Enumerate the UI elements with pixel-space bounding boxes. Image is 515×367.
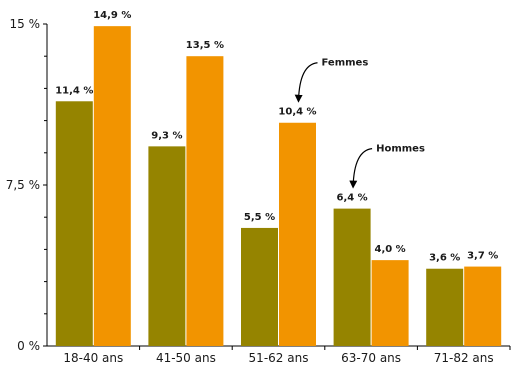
y-tick-label: 0 % bbox=[17, 339, 40, 353]
data-labels: 11,4 % 14,9 % 9,3 % 13,5 % 5,5 % 10,4 % 6,4 % 4… bbox=[55, 10, 498, 264]
data-label: 3,7 % bbox=[467, 251, 498, 262]
bar bbox=[148, 146, 186, 346]
bars bbox=[55, 26, 502, 346]
bar bbox=[55, 101, 93, 346]
data-label: 11,4 % bbox=[55, 85, 93, 96]
bar bbox=[333, 208, 371, 346]
x-tick-label: 51-62 ans bbox=[249, 351, 309, 365]
bar bbox=[241, 227, 278, 346]
data-label: 9,3 % bbox=[151, 130, 182, 141]
data-label: 10,4 % bbox=[278, 107, 316, 118]
y-tick-label: 15 % bbox=[10, 17, 41, 31]
annotations: Femmes Hommes bbox=[294, 58, 425, 189]
x-tick-label: 71-82 ans bbox=[434, 351, 494, 365]
data-label: 3,6 % bbox=[429, 253, 460, 264]
bar bbox=[186, 56, 224, 346]
x-tick-label: 63-70 ans bbox=[341, 351, 401, 365]
annotation-label: Hommes bbox=[376, 144, 425, 155]
y-tick-label: 7,5 % bbox=[6, 178, 40, 192]
bar bbox=[93, 26, 131, 346]
bar bbox=[426, 268, 464, 346]
bar bbox=[371, 260, 409, 346]
x-tick-label: 18-40 ans bbox=[63, 351, 123, 365]
annotation-arrow bbox=[294, 62, 318, 103]
data-label: 4,0 % bbox=[374, 244, 405, 255]
data-label: 14,9 % bbox=[93, 10, 131, 21]
x-tick-label: 41-50 ans bbox=[156, 351, 216, 365]
bar bbox=[279, 122, 316, 346]
bar bbox=[464, 266, 502, 346]
annotation-arrow bbox=[349, 148, 373, 189]
annotation-label: Femmes bbox=[322, 58, 369, 69]
data-label: 6,4 % bbox=[336, 193, 367, 204]
data-label: 13,5 % bbox=[186, 40, 224, 51]
data-label: 5,5 % bbox=[244, 212, 275, 223]
